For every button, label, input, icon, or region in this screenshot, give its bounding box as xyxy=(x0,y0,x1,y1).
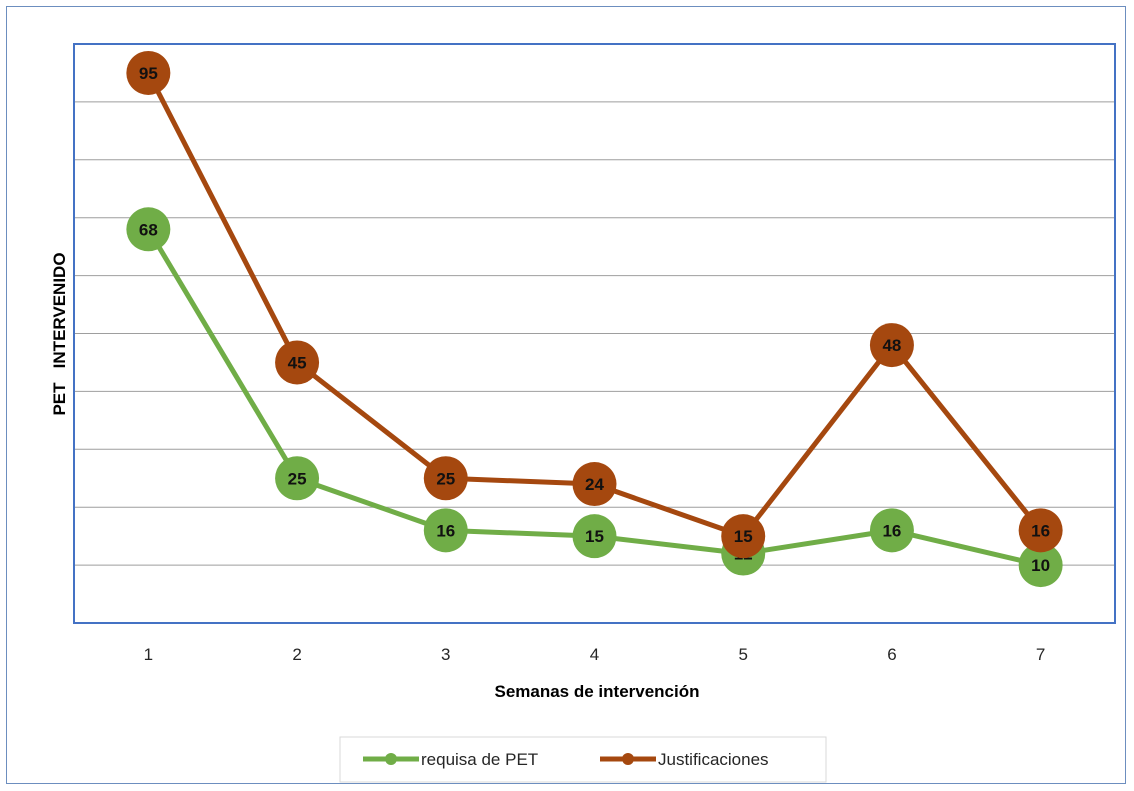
data-label: 16 xyxy=(436,521,455,540)
data-point xyxy=(275,340,320,385)
data-point xyxy=(572,462,617,507)
data-label: 68 xyxy=(139,220,158,239)
data-point xyxy=(1018,508,1063,553)
legend: requisa de PET Justificaciones xyxy=(339,736,827,783)
legend-box xyxy=(339,736,827,783)
data-point xyxy=(126,207,171,252)
series-1-markers: 95 45 25 24 15 48 16 xyxy=(126,50,1063,559)
legend-label: requisa de PET xyxy=(421,750,538,769)
data-point xyxy=(721,514,766,559)
x-tick-label: 2 xyxy=(292,645,301,664)
data-label: 16 xyxy=(882,521,901,540)
data-label: 48 xyxy=(882,336,901,355)
series-group: 6825161512161095452524154816 xyxy=(126,50,1063,588)
data-label: 25 xyxy=(288,469,307,488)
data-point xyxy=(423,508,468,553)
data-label: 16 xyxy=(1031,521,1050,540)
data-label: 15 xyxy=(585,527,604,546)
x-axis-title: Semanas de intervención xyxy=(494,682,699,701)
data-label: 15 xyxy=(734,527,753,546)
data-point xyxy=(275,456,320,501)
chart-frame xyxy=(6,6,1126,784)
x-tick-label: 3 xyxy=(441,645,450,664)
data-point xyxy=(572,514,617,559)
x-axis-ticks: 1 2 3 4 5 6 7 xyxy=(144,645,1046,664)
series-0-markers: 68251615121610 xyxy=(126,207,1063,588)
legend-marker xyxy=(622,753,634,765)
data-point xyxy=(126,50,171,95)
data-label: 10 xyxy=(1031,556,1050,575)
x-tick-label: 7 xyxy=(1036,645,1045,664)
x-tick-label: 4 xyxy=(590,645,599,664)
data-point xyxy=(1018,543,1063,588)
data-point xyxy=(869,508,914,553)
data-point xyxy=(869,323,914,368)
data-label: 95 xyxy=(139,64,158,83)
data-point xyxy=(423,456,468,501)
data-label: 45 xyxy=(288,353,307,372)
legend-marker xyxy=(385,753,397,765)
plot-area xyxy=(73,43,1116,624)
y-axis-title: PET INTERVENIDO xyxy=(50,252,69,415)
x-tick-label: 1 xyxy=(144,645,153,664)
x-tick-label: 6 xyxy=(887,645,896,664)
legend-label: Justificaciones xyxy=(658,750,769,769)
data-label: 24 xyxy=(585,475,604,494)
data-label: 25 xyxy=(436,469,455,488)
x-tick-label: 5 xyxy=(738,645,747,664)
